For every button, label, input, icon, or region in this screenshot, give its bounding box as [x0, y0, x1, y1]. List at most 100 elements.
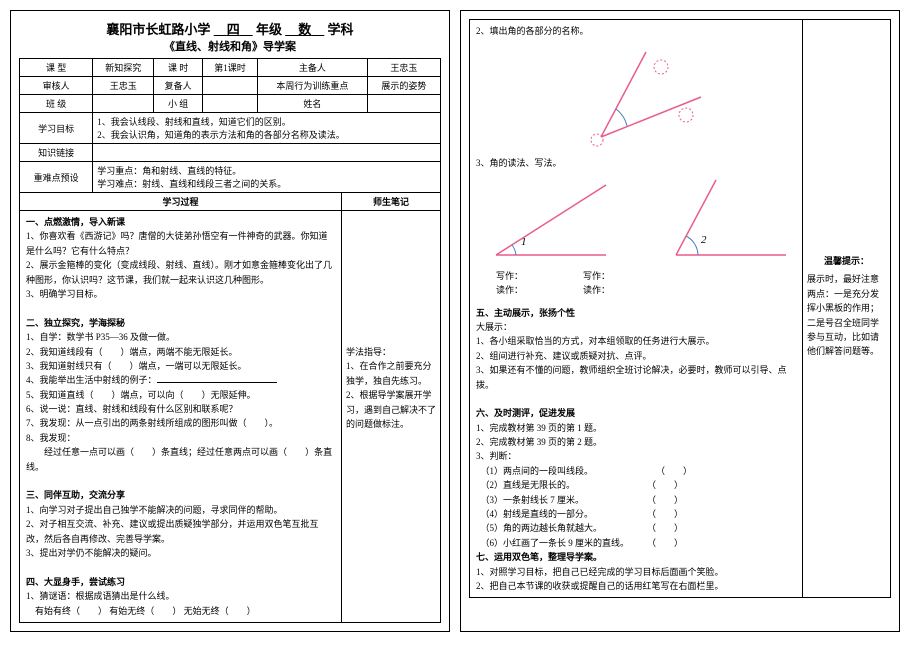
s6-l2: 2、完成教材第 39 页的第 2 题。	[476, 435, 796, 449]
s7-title: 七、运用双色笔，整理导学案。	[476, 550, 796, 564]
goal1: 1、我会认线段、射线和直线，知道它们的区别。	[97, 115, 436, 128]
s2-l4: 4、我能举出生活中射线的例子：	[26, 373, 335, 387]
s2-l2: 2、我知道线段有（ ）端点，两端不能无限延长。	[26, 345, 335, 359]
s1-l1: 1、你喜欢看《西游记》吗？唐僧的大徒弟孙悟空有一件神奇的武器。你知道是什么吗？它…	[26, 229, 335, 258]
process-header: 学习过程 师生笔记	[19, 193, 441, 211]
s5-sub: 大展示：	[476, 320, 796, 334]
diff1: 学习重点：角和射线、直线的特征。	[97, 164, 436, 177]
s1-title: 一、点燃激情，导入新课	[26, 215, 335, 229]
svg-text:2: 2	[701, 234, 707, 246]
s6-l3: 3、判断：	[476, 449, 796, 463]
label-period: 课 时	[154, 59, 203, 77]
val-class	[93, 95, 154, 113]
angle-parts-diagram	[561, 42, 711, 152]
s2-l3: 3、我知道射线只有（ ）端点，一端可以无限延长。	[26, 359, 335, 373]
val-link	[93, 144, 441, 162]
hint-l1: 展示时，最好注意两点：一是充分发挥小黑板的作用；二是号召全班同学参与互动，比如请…	[807, 272, 886, 358]
header-note: 师生笔记	[342, 193, 440, 210]
n2-l3: 2、根据导学案展开学习，遇到自己解决不了的问题做标注。	[346, 388, 436, 431]
label-link: 知识链接	[20, 144, 93, 162]
lesson-title: 《直线、射线和角》导学案	[19, 38, 441, 54]
s2-l8: 8、我发现：	[26, 431, 335, 445]
s3-title: 三、同伴互助，交流分享	[26, 488, 335, 502]
p2-l1: 2、填出角的各部分的名称。	[476, 24, 796, 38]
title: 襄阳市长虹路小学 四 年级 数 学科	[19, 19, 441, 38]
note-content: 学法指导： 1、在合作之前要充分独学，独自先练习。 2、根据导学案展开学习，遇到…	[342, 211, 440, 622]
label-class: 班 级	[20, 95, 93, 113]
main-content-2: 2、填出角的各部分的名称。 3、角的读法、写法。	[470, 20, 803, 597]
label-group: 小 组	[154, 95, 203, 113]
val-group	[203, 95, 258, 113]
svg-text:1: 1	[521, 236, 527, 248]
goal2: 2、我会认识角，知道角的表示方法和角的各部分名称及读法。	[97, 128, 436, 141]
s3-l3: 3、提出对学仍不能解决的疑问。	[26, 546, 335, 560]
n2-l2: 1、在合作之前要充分独学，独自先练习。	[346, 359, 436, 388]
s6-j4: （4）射线是直线的一部分。 （ ）	[476, 507, 796, 521]
label-name: 姓名	[257, 95, 367, 113]
main-content: 一、点燃激情，导入新课 1、你喜欢看《西游记》吗？唐僧的大徒弟孙悟空有一件神奇的…	[20, 211, 342, 622]
s6-j6: （6）小红画了一条长 9 厘米的直线。 （ ）	[476, 536, 796, 550]
s4-title: 四、大显身手，尝试练习	[26, 575, 335, 589]
s5-l1: 1、各小组采取恰当的方式，对本组领取的任务进行大展示。	[476, 334, 796, 348]
val-reviewer: 王忠玉	[93, 77, 154, 95]
page-right: 2、填出角的各部分的名称。 3、角的读法、写法。	[460, 10, 900, 632]
val-period: 第1课时	[203, 59, 258, 77]
s1-l2: 2、展示金箍棒的变化（变成线段、射线、直线）。刚才如意金箍棒变化出了几种图形，你…	[26, 258, 335, 287]
s5-l3: 3、如果还有不懂的问题，教师组织全班讨论解决，必要时，教师可以引导、点拨。	[476, 363, 796, 392]
s3-l2: 2、对子相互交流、补充、建议或提出质疑独学部分，并运用双色笔互批互改，然后各自再…	[26, 517, 335, 546]
label-reviewer: 审核人	[20, 77, 93, 95]
val-diff: 学习重点：角和射线、直线的特征。 学习难点：射线、直线和线段三者之间的关系。	[93, 162, 441, 193]
s5-title: 五、主动展示，张扬个性	[476, 306, 796, 320]
angle-diagram-1: 1	[476, 175, 616, 265]
subject-suffix: 学科	[328, 22, 354, 37]
label-backup: 复备人	[154, 77, 203, 95]
wr2: 写作： 读作：	[583, 269, 610, 298]
s2-l5: 5、我知道直线（ ）端点，可以向（ ）无限延伸。	[26, 388, 335, 402]
s4-l1: 1、猜谜语：根据成语猜出是什么线。	[26, 589, 335, 603]
s6-j3: （3）一条射线长 7 厘米。 （ ）	[476, 493, 796, 507]
s6-j1: （1）两点间的一段叫线段。 （ ）	[476, 464, 796, 478]
note-content-2: 温馨提示： 展示时，最好注意两点：一是充分发挥小黑板的作用；二是号召全班同学参与…	[803, 20, 890, 597]
diff2: 学习难点：射线、直线和线段三者之间的关系。	[97, 177, 436, 190]
wr1: 写作： 读作：	[496, 269, 523, 298]
label-goal: 学习目标	[20, 113, 93, 144]
label-behavior: 本周行为训练重点	[257, 77, 367, 95]
s2-l9: 经过任意一点可以画（ ）条直线；经过任意两点可以画（ ）条直线。	[26, 445, 335, 474]
angle-pair: 1 2	[476, 175, 796, 265]
s7-l1: 1、对照学习目标，把自己已经完成的学习目标后面画个笑脸。	[476, 565, 796, 579]
val-behavior: 展示的姿势	[367, 77, 440, 95]
val-type: 新知探究	[93, 59, 154, 77]
s6-j5: （5）角的两边越长角就越大。 （ ）	[476, 521, 796, 535]
label-diff: 重难点预设	[20, 162, 93, 193]
label-host: 主备人	[257, 59, 367, 77]
s2-l6: 6、说一说：直线、射线和线段有什么区别和联系呢？	[26, 402, 335, 416]
s6-j2: （2）直线是无限长的。 （ ）	[476, 478, 796, 492]
school: 襄阳市长虹路小学	[106, 22, 210, 37]
content-row: 一、点燃激情，导入新课 1、你喜欢看《西游记》吗？唐僧的大徒弟孙悟空有一件神奇的…	[19, 211, 441, 623]
page-left: 襄阳市长虹路小学 四 年级 数 学科 《直线、射线和角》导学案 课 型 新知探究…	[10, 10, 450, 632]
label-type: 课 型	[20, 59, 93, 77]
s5-l2: 2、组间进行补充、建议或质疑对抗、点评。	[476, 349, 796, 363]
content-row-2: 2、填出角的各部分的名称。 3、角的读法、写法。	[469, 19, 891, 598]
s6-l1: 1、完成教材第 39 页的第 1 题。	[476, 421, 796, 435]
s2-l1: 1、自学：数学书 P35—36 及做一做。	[26, 330, 335, 344]
angle-parts-svg	[561, 42, 711, 152]
n2-l1: 学法指导：	[346, 345, 436, 359]
s2-title: 二、独立探究，学海探秘	[26, 316, 335, 330]
val-name	[367, 95, 440, 113]
p2-l2: 3、角的读法、写法。	[476, 156, 796, 170]
write-read-row: 写作： 读作： 写作： 读作：	[496, 269, 796, 298]
angle-diagram-2: 2	[656, 175, 796, 265]
s1-l3: 3、明确学习目标。	[26, 287, 335, 301]
val-host: 王忠玉	[367, 59, 440, 77]
s3-l1: 1、向学习对子提出自己独学不能解决的问题，寻求同伴的帮助。	[26, 503, 335, 517]
s7-l2: 2、把自己本节课的收获或提醒自己的话用红笔写在右面栏里。	[476, 579, 796, 593]
hint-title: 温馨提示：	[807, 254, 886, 268]
grade: 四	[227, 22, 240, 37]
s4-l2: 有始有终（ ） 有始无终（ ） 无始无终（ ）	[26, 604, 335, 618]
info-table: 课 型 新知探究 课 时 第1课时 主备人 王忠玉 审核人 王忠玉 复备人 本周…	[19, 58, 441, 193]
subject: 数	[298, 22, 311, 37]
s6-title: 六、及时测评，促进发展	[476, 406, 796, 420]
s2-l7: 7、我发现：从一点引出的两条射线所组成的图形叫做（ ）。	[26, 416, 335, 430]
grade-suffix: 年级	[256, 22, 282, 37]
